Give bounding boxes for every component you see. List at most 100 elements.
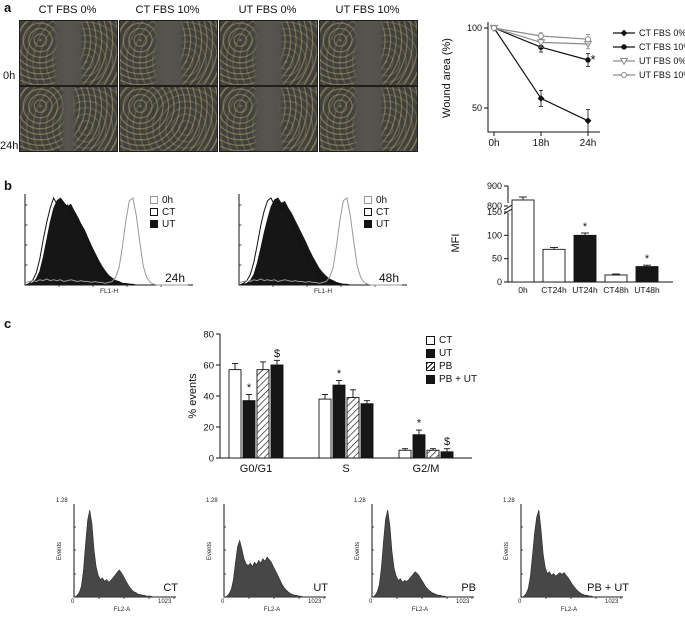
- events-axis-label: Events: [355, 541, 361, 561]
- legend-item: CT: [364, 206, 389, 218]
- 0h-histogram-curve: [239, 197, 402, 286]
- fl2a-axis-label: FL2-A: [411, 607, 429, 613]
- x-max-label: 1023: [456, 599, 470, 605]
- dna-histogram-curve: [74, 509, 174, 598]
- x-max-label: 1023: [158, 599, 172, 605]
- flow-24h-svg: [24, 194, 193, 287]
- legend-label: CT: [162, 206, 176, 218]
- wound-y-axis-title: Wound area (%): [441, 38, 453, 118]
- column-header: UT FBS 10%: [335, 4, 400, 16]
- column-header: CT FBS 0%: [38, 4, 97, 16]
- legend-item: PB + UT: [426, 373, 477, 386]
- wound-chart-svg: 100 50 0h 18h 24h *: [467, 22, 600, 149]
- column-header: CT FBS 10%: [135, 4, 200, 16]
- micrograph: [119, 86, 218, 152]
- circle-marker-icon: [613, 44, 635, 50]
- y-max-label: 1.28: [503, 498, 515, 504]
- svg-text:40: 40: [203, 392, 214, 403]
- legend-item: UT: [364, 218, 389, 230]
- column-header: UT FBS 0%: [238, 4, 297, 16]
- y-max-label: 1.28: [354, 498, 366, 504]
- panel-b-label: b: [4, 178, 12, 193]
- y-max-label: 1.28: [56, 498, 68, 504]
- legend-label: 0h: [376, 194, 388, 206]
- svg-text:24h: 24h: [580, 138, 597, 149]
- dna-histogram-panel-ut: 1.28 Events UT 0 1023 FL2-A: [206, 496, 338, 621]
- y-max-label: 1.28: [206, 498, 218, 504]
- legend-label: CT: [439, 335, 453, 346]
- legend-item: UT FBS 0%: [612, 54, 685, 68]
- legend-label: UT: [162, 218, 176, 230]
- dna-histogram-panel-pb-ut: 1.28 Events PB + UT 0 1023 FL2-A: [503, 496, 635, 621]
- legend-label: PB: [439, 361, 453, 372]
- svg-text:*: *: [247, 382, 252, 394]
- legend-item: 0h: [364, 194, 389, 206]
- legend-label: UT FBS 0%: [639, 56, 685, 66]
- micrograph: [19, 20, 118, 86]
- events-axis-label: Events: [504, 541, 510, 561]
- 0h-swatch-icon: [364, 196, 372, 204]
- svg-text:150: 150: [487, 207, 502, 217]
- micrograph: [119, 20, 218, 86]
- legend-label: 0h: [162, 194, 174, 206]
- svg-text:*: *: [337, 368, 342, 380]
- panel-c-label: c: [4, 316, 12, 331]
- svg-text:60: 60: [203, 361, 214, 372]
- svg-text:CT48h: CT48h: [603, 285, 629, 295]
- svg-text:0h: 0h: [518, 285, 528, 295]
- legend-label: CT FBS 0%: [639, 28, 685, 38]
- x-max-label: 1023: [605, 599, 619, 605]
- micrograph: [19, 86, 118, 152]
- ut-swatch-icon: [426, 349, 435, 358]
- legend-item: CT: [426, 334, 477, 347]
- svg-text:CT24h: CT24h: [541, 285, 567, 295]
- x-min-label: 0: [71, 599, 75, 605]
- svg-text:UT48h: UT48h: [634, 285, 660, 295]
- dna-histogram-curve: [224, 539, 324, 598]
- svg-text:18h: 18h: [533, 138, 550, 149]
- events-axis-label: Events: [57, 541, 63, 561]
- svg-text:G0/G1: G0/G1: [240, 463, 272, 475]
- svg-text:G2/M: G2/M: [413, 463, 440, 475]
- svg-text:0h: 0h: [488, 138, 499, 149]
- ut-swatch-icon: [150, 220, 158, 228]
- ct-swatch-icon: [426, 336, 435, 345]
- legend-item: UT: [426, 347, 477, 360]
- dna-histogram-svg: [73, 504, 176, 599]
- svg-text:900: 900: [487, 181, 502, 191]
- x-min-label: 0: [518, 599, 522, 605]
- dna-histogram-curve: [372, 509, 472, 598]
- fl1h-axis-label: FL1-H: [313, 288, 333, 295]
- dna-histogram-svg: [223, 504, 326, 599]
- svg-text:*: *: [645, 253, 650, 265]
- legend-item: CT FBS 10%: [612, 40, 685, 54]
- pb-ut-swatch-icon: [426, 375, 435, 384]
- svg-text:0: 0: [209, 454, 214, 465]
- ct-swatch-icon: [150, 208, 158, 216]
- legend-label: UT: [376, 218, 390, 230]
- wound-chart-legend: CT FBS 0% CT FBS 10% UT FBS 0% UT FBS 10…: [612, 26, 685, 82]
- 0h-swatch-icon: [150, 196, 158, 204]
- sample-label: PB: [461, 582, 476, 594]
- open-circle-marker-icon: [613, 72, 635, 78]
- x-max-label: 1023: [308, 599, 322, 605]
- sample-label: PB + UT: [587, 582, 629, 594]
- ct-swatch-icon: [364, 208, 372, 216]
- legend-item: PB: [426, 360, 477, 373]
- flow-48h-svg: [238, 194, 407, 287]
- micrograph: [219, 86, 318, 152]
- svg-text:*: *: [583, 221, 588, 233]
- svg-text:100: 100: [487, 230, 502, 240]
- x-min-label: 0: [369, 599, 373, 605]
- time-label-48h: 48h: [379, 271, 400, 285]
- dna-histogram-svg: [371, 504, 474, 599]
- legend-item: UT: [150, 218, 175, 230]
- sample-label: UT: [313, 582, 328, 594]
- svg-text:50: 50: [472, 103, 482, 113]
- triangle-marker-icon: [613, 57, 635, 66]
- svg-text:800: 800: [487, 201, 502, 211]
- events-axis-label: Events: [207, 541, 213, 561]
- row-label-0h: 0h: [3, 70, 16, 82]
- dna-histogram-panel-ct: 1.28 Events CT 0 1023 FL2-A: [56, 496, 188, 621]
- legend-label: UT FBS 10%: [639, 70, 685, 80]
